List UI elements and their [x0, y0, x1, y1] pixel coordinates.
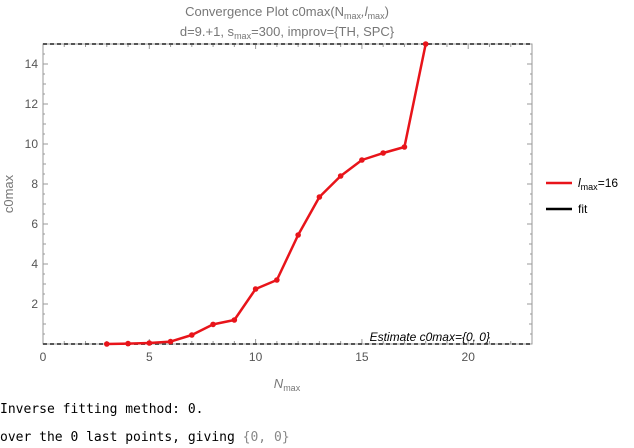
axis-ticks: 0 5 10 15 20 2 4 6 8 10 12 14: [25, 43, 533, 364]
chart-title: Convergence Plot c0max(Nmax,lmax): [185, 4, 389, 21]
data-point: [316, 194, 323, 200]
data-point: [146, 340, 153, 346]
y-tick-label: 6: [31, 217, 38, 231]
data-point: [125, 340, 131, 347]
y-axis-label: c0max: [1, 174, 16, 213]
y-tick-label: 2: [31, 297, 38, 311]
data-point: [210, 321, 216, 328]
series-line-0: [106, 43, 427, 346]
x-tick-label: 15: [355, 350, 369, 364]
data-point: [274, 277, 280, 283]
y-tick-label: 12: [25, 97, 39, 111]
legend: lmax=16 fit: [546, 176, 618, 216]
x-tick-label: 0: [40, 350, 47, 364]
console-points-value: {0, 0}: [242, 430, 290, 445]
plot-frame: [42, 43, 533, 345]
y-tick-label: 4: [31, 257, 38, 271]
x-axis-label: Nmax: [274, 376, 301, 393]
series-layer: [103, 41, 429, 347]
data-point: [380, 150, 386, 156]
data-point: [337, 173, 344, 179]
legend-label-lmax: lmax=16: [578, 176, 618, 192]
legend-label-fit: fit: [578, 202, 588, 216]
y-tick-label: 10: [25, 137, 39, 151]
data-point: [167, 338, 174, 345]
estimate-annotation: Estimate c0max={0, 0}: [370, 330, 490, 344]
data-point: [401, 144, 408, 150]
data-point: [359, 157, 365, 163]
convergence-plot: Convergence Plot c0max(Nmax,lmax) d=9.+1…: [1, 4, 618, 393]
data-point: [189, 332, 195, 338]
chart-subtitle: d=9.+1, smax=300, improv={TH, SPC}: [180, 24, 395, 41]
x-tick-label: 20: [462, 350, 476, 364]
data-point: [103, 341, 110, 347]
data-point: [295, 232, 301, 238]
y-tick-label: 8: [31, 177, 38, 191]
reference-lines: [43, 43, 532, 345]
console-line-points: over the 0 last points, giving {0, 0}: [0, 430, 290, 445]
x-tick-label: 10: [249, 350, 263, 364]
y-tick-label: 14: [25, 57, 39, 71]
data-point: [422, 41, 429, 47]
x-tick-label: 5: [146, 350, 153, 364]
data-point: [231, 317, 238, 323]
console-points-prefix: over the 0 last points, giving: [0, 430, 243, 445]
data-point: [252, 286, 259, 292]
console-line-method: Inverse fitting method: 0.: [0, 402, 204, 417]
